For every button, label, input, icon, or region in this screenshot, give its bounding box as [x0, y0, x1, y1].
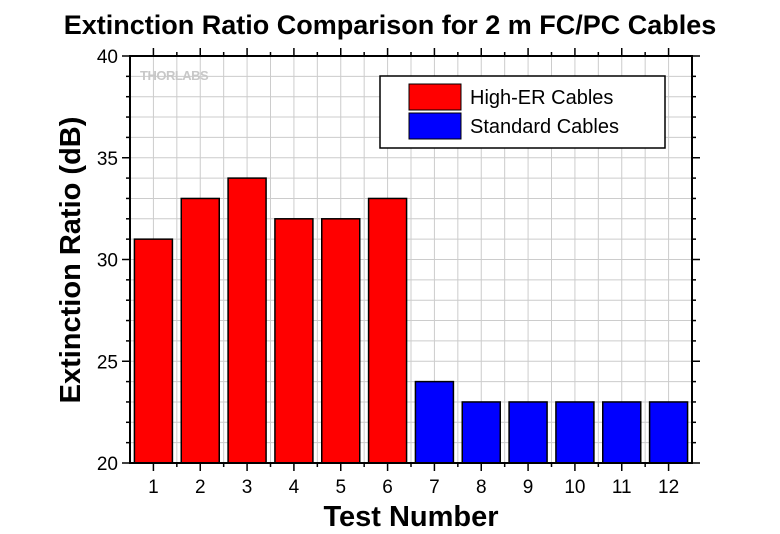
x-axis-title: Test Number [323, 501, 498, 533]
y-tick-label: 35 [97, 149, 118, 170]
legend-swatch-standard [408, 112, 462, 140]
x-tick-label: 4 [289, 477, 300, 498]
bar-test-9 [508, 401, 548, 464]
bar-test-11 [602, 401, 642, 464]
legend-label-standard: Standard Cables [470, 116, 619, 138]
x-tick-label: 7 [429, 477, 440, 498]
x-tick-label: 12 [658, 477, 679, 498]
bar-test-1 [133, 238, 174, 464]
chart-title: Extinction Ratio Comparison for 2 m FC/P… [64, 10, 717, 40]
x-tick-label: 9 [523, 477, 534, 498]
bar-test-2 [180, 197, 220, 464]
bar-test-3 [227, 177, 267, 464]
x-tick-label: 1 [148, 477, 159, 498]
bar-test-6 [367, 197, 408, 464]
y-tick-labels: 20 25 30 35 40 [97, 47, 118, 475]
legend-swatch-high-er [408, 83, 462, 111]
x-tick-label: 11 [612, 477, 632, 498]
plot-frame [129, 55, 693, 464]
y-tick-label: 20 [97, 454, 118, 475]
bar-test-10 [555, 401, 595, 464]
x-tick-label: 3 [242, 477, 253, 498]
x-tick-label: 10 [564, 477, 585, 498]
y-tick-label: 40 [97, 47, 118, 68]
bar-test-8 [461, 401, 501, 464]
y-axis-title: Extinction Ratio (dB) [55, 117, 87, 404]
y-tick-label: 30 [97, 251, 118, 272]
bars [133, 177, 689, 464]
x-tick-label: 8 [476, 477, 487, 498]
bar-test-12 [648, 401, 689, 464]
bar-test-7 [414, 380, 455, 464]
x-tick-label: 6 [382, 477, 393, 498]
x-tick-label: 2 [195, 477, 206, 498]
bar-test-5 [321, 218, 361, 464]
legend: High-ER Cables Standard Cables [379, 75, 666, 149]
x-tick-labels: 1 2 3 4 5 6 7 8 9 10 11 12 [148, 477, 679, 498]
bar-test-4 [274, 218, 314, 464]
x-tick-label: 5 [335, 477, 346, 498]
thorlabs-watermark-logo: THORLABS [140, 68, 209, 83]
y-tick-label: 25 [97, 352, 118, 373]
legend-label-high-er: High-ER Cables [470, 87, 613, 109]
